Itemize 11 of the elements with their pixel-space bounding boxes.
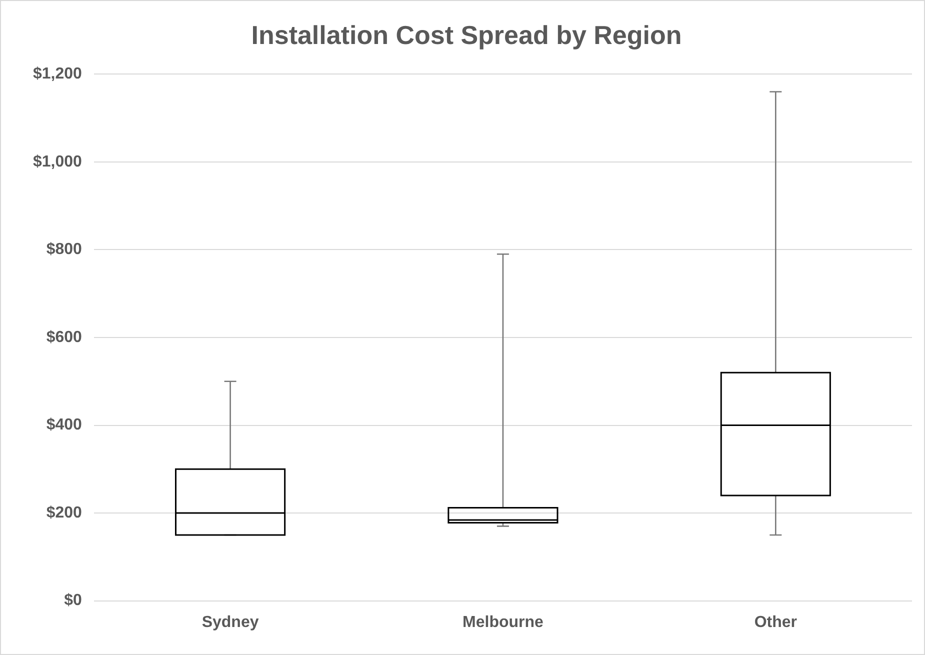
y-tick-label: $1,000 [33, 153, 82, 170]
x-tick-label: Melbourne [462, 614, 544, 631]
chart-title: Installation Cost Spread by Region [251, 20, 682, 50]
y-tick-label: $200 [46, 504, 82, 522]
y-tick-label: $0 [64, 592, 82, 610]
x-tick-label: Other [754, 614, 797, 631]
y-tick-label: $600 [46, 328, 82, 346]
y-tick-label: $1,200 [33, 66, 82, 83]
x-tick-label: Sydney [202, 614, 259, 631]
y-tick-label: $800 [46, 241, 82, 258]
y-tick-label: $400 [46, 416, 82, 434]
